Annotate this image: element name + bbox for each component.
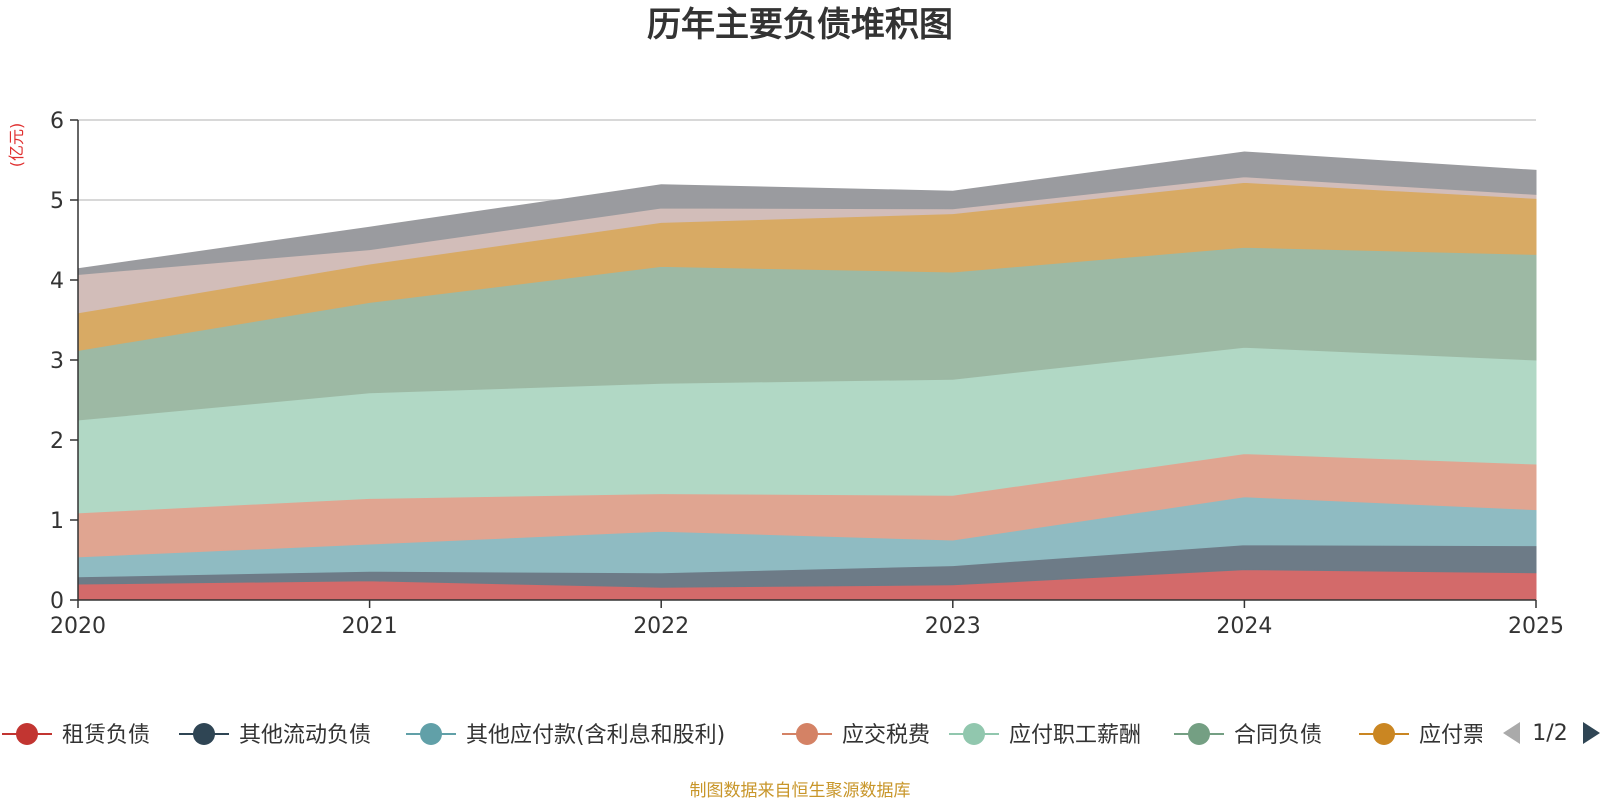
legend-items[interactable]: 租赁负债 其他流动负债 其他应付款(含利息和股利) 应交税费 应付职工薪酬 合同负债 应付票… <box>2 723 1507 748</box>
x-tick-label-2022: 2022 <box>633 614 689 639</box>
y-tick-label-4: 4 <box>50 269 64 294</box>
legend-item-2[interactable]: 其他流动负债 <box>179 723 371 748</box>
legend-item-4[interactable]: 应交税费 <box>782 723 930 748</box>
legend-item-5[interactable]: 应付职工薪酬 <box>949 723 1141 748</box>
y-tick-label-2: 2 <box>50 429 64 454</box>
x-tick-label-2025: 2025 <box>1508 614 1564 639</box>
y-tick-label-5: 5 <box>50 189 64 214</box>
legend-circle-marker <box>16 723 38 745</box>
legend-item-1[interactable]: 租赁负债 <box>2 723 150 748</box>
legend-item-6[interactable]: 合同负债 <box>1174 723 1322 748</box>
area-series[interactable] <box>77 151 1537 601</box>
y-axis-unit: (亿元) <box>7 123 26 168</box>
legend-next-icon[interactable] <box>1583 722 1600 744</box>
legend-label: 合同负债 <box>1234 723 1322 748</box>
legend-pager[interactable]: 1/2 <box>1503 721 1600 746</box>
legend-prev-icon[interactable] <box>1503 722 1520 744</box>
y-axis-ticks: 0 1 2 3 4 5 6 <box>50 109 78 614</box>
chart-title: 历年主要负债堆积图 <box>647 5 953 45</box>
legend-label: 其他流动负债 <box>239 723 371 748</box>
legend-label: 应交税费 <box>842 723 930 748</box>
legend-item-3[interactable]: 其他应付款(含利息和股利) <box>406 723 725 748</box>
x-tick-label-2024: 2024 <box>1216 614 1272 639</box>
x-tick-label-2020: 2020 <box>50 614 106 639</box>
x-tick-label-2023: 2023 <box>925 614 981 639</box>
legend-label: 应付职工薪酬 <box>1009 723 1141 748</box>
y-tick-label-0: 0 <box>50 589 64 614</box>
legend-circle-marker <box>1188 723 1210 745</box>
legend-label: 租赁负债 <box>62 723 150 748</box>
y-tick-label-6: 6 <box>50 109 64 134</box>
legend-circle-marker <box>420 723 442 745</box>
legend-circle-marker <box>1373 723 1395 745</box>
legend-item-7[interactable]: 应付票据 <box>1359 723 1507 748</box>
x-tick-label-2021: 2021 <box>342 614 398 639</box>
legend-label: 其他应付款(含利息和股利) <box>466 723 725 748</box>
area-series-9[interactable] <box>77 151 1537 275</box>
legend[interactable]: 租赁负债 其他流动负债 其他应付款(含利息和股利) 应交税费 应付职工薪酬 合同负债 应付票… <box>2 723 1507 748</box>
source-note: 制图数据来自恒生聚源数据库 <box>690 781 911 800</box>
legend-label: 应付票据 <box>1419 723 1507 748</box>
y-tick-label-1: 1 <box>50 509 64 534</box>
legend-page-label: 1/2 <box>1532 721 1567 746</box>
legend-circle-marker <box>193 723 215 745</box>
x-axis-ticks: 2020 2021 2022 2023 2024 2025 <box>50 600 1564 639</box>
legend-circle-marker <box>963 723 985 745</box>
y-tick-label-3: 3 <box>50 349 64 374</box>
legend-circle-marker <box>796 723 818 745</box>
